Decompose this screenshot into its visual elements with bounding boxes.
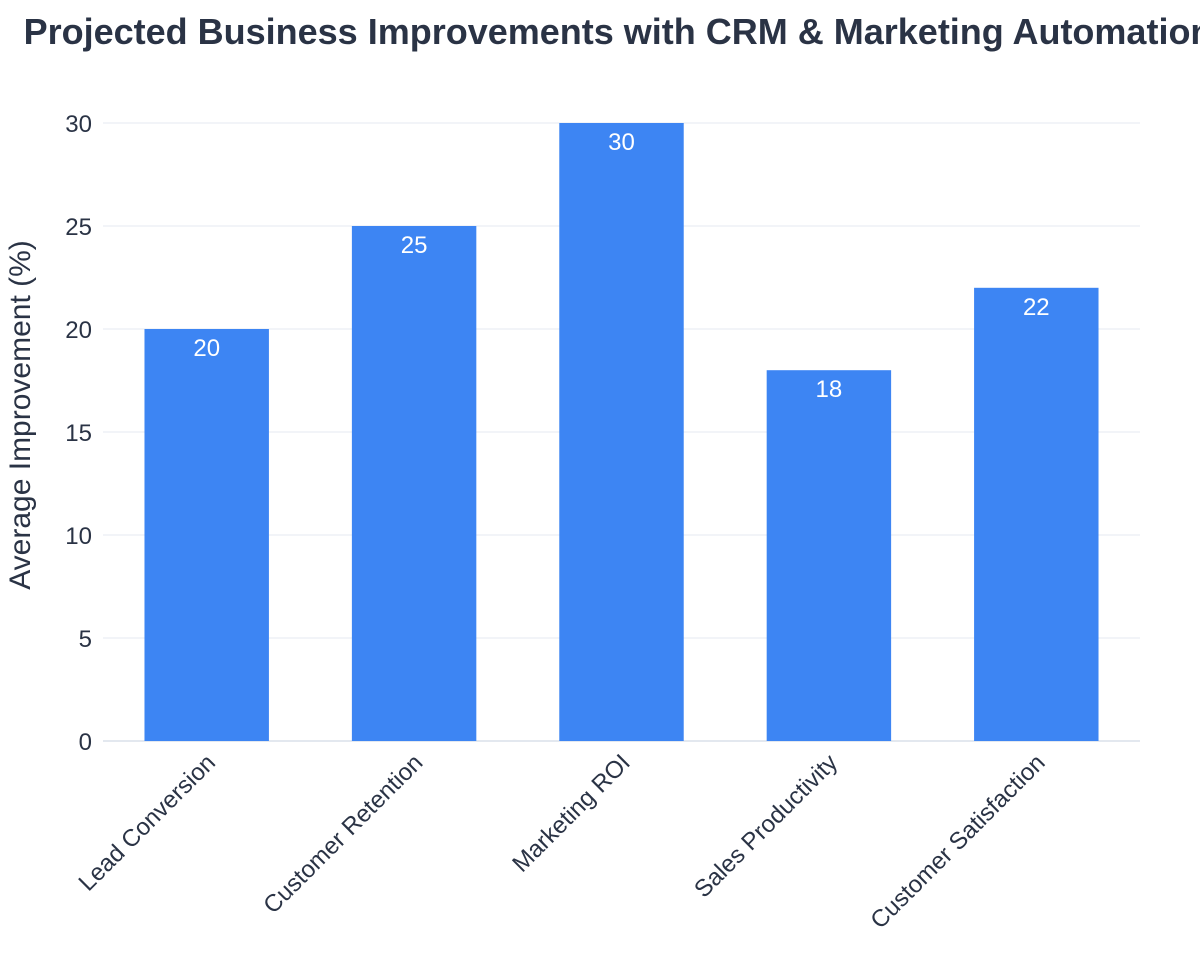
- y-tick-label: 20: [65, 317, 92, 344]
- data-label: 20: [193, 335, 220, 362]
- y-tick-label: 0: [79, 729, 92, 756]
- bars: [144, 123, 1099, 741]
- data-label: 22: [1023, 294, 1050, 321]
- data-label: 25: [401, 232, 428, 259]
- y-axis-label: Average Improvement (%): [4, 240, 37, 590]
- y-tick-label: 30: [65, 111, 92, 138]
- y-tick-label: 15: [65, 420, 92, 447]
- bar: [351, 226, 477, 741]
- bar: [974, 287, 1099, 741]
- data-label: 30: [608, 129, 635, 156]
- bar: [144, 329, 269, 741]
- y-tick-label: 5: [79, 626, 92, 653]
- chart-title: Projected Business Improvements with CRM…: [24, 11, 1200, 52]
- x-tick-label: Marketing ROI: [507, 749, 635, 877]
- x-tick-label: Lead Conversion: [74, 749, 221, 896]
- x-tick-label: Sales Productivity: [689, 749, 843, 903]
- data-labels: 20 25 30 18 22: [193, 129, 1049, 403]
- bar: [766, 370, 892, 741]
- data-label: 18: [816, 376, 843, 403]
- x-tick-label: Customer Retention: [258, 749, 428, 919]
- y-axis-ticks: 0 5 10 15 20 25 30: [65, 111, 92, 756]
- x-tick-label: Customer Satisfaction: [865, 749, 1050, 934]
- x-axis-ticks: Lead Conversion Customer Retention Marketi…: [74, 749, 1051, 934]
- y-tick-label: 10: [65, 523, 92, 550]
- y-tick-label: 25: [65, 214, 92, 241]
- bar: [559, 123, 684, 741]
